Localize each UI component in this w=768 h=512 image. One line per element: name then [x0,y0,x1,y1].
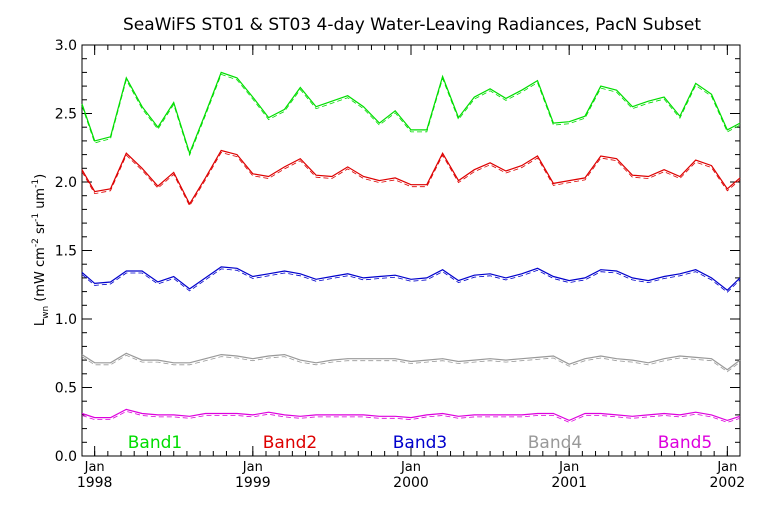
series-lines [81,71,741,423]
x-tick-month: Jan [242,460,263,475]
y-tick-label: 2.5 [55,107,77,123]
x-tick-year: 1999 [235,475,271,491]
y-tick-label: 1.5 [55,244,77,260]
legend-item-band1: Band1 [128,433,182,453]
legend-item-band5: Band5 [658,433,712,453]
x-tick-year: 2002 [710,475,746,491]
series-line-dashed-band1 [81,73,741,157]
x-tick-year: 2000 [393,475,429,491]
y-label-main: L [33,318,48,326]
y-axis: 0.0 0.5 1.0 1.5 2.0 2.5 3.0 [55,38,740,465]
y-label-sub: wn [41,306,51,319]
x-tick-year: 2001 [551,475,587,491]
legend: Band1 Band2 Band3 Band4 Band5 [128,433,712,453]
legend-item-band4: Band4 [528,433,582,453]
x-tick-month: Jan [558,460,579,475]
series-line-dashed-band5 [81,410,741,423]
series-line-band2 [81,149,741,206]
y-tick-label: 3.0 [55,38,77,54]
x-tick-year: 1998 [77,475,113,491]
y-tick-label: 1.0 [55,312,77,328]
series-line-dashed-band3 [81,268,741,293]
series-line-band3 [81,266,741,291]
series-line-dashed-band2 [81,152,741,207]
series-line-band4 [81,352,741,371]
plot-frame [81,44,741,457]
y-label-mid2: um [33,188,48,213]
legend-item-band3: Band3 [393,433,447,453]
x-tick-month: Jan [716,460,737,475]
y-label-units: (mW cm [33,247,48,302]
y-tick-label: 0.5 [55,381,77,397]
x-tick-month: Jan [400,460,421,475]
series-line-dashed-band4 [81,354,741,373]
y-tick-label: 0.0 [55,449,77,465]
chart-title: SeaWiFS ST01 & ST03 4-day Water-Leaving … [123,15,701,35]
y-label-close: ) [33,174,48,179]
y-label-exp3: -1 [31,179,41,188]
y-label-exp1: -2 [31,238,41,247]
plot-border [81,44,741,457]
y-label-mid: sr [33,221,48,238]
y-label-exp2: -1 [31,213,41,222]
series-line-band1 [81,71,741,155]
y-tick-label: 2.0 [55,175,77,191]
legend-item-band2: Band2 [263,433,317,453]
series-line-band5 [81,408,741,422]
y-axis-label: Lwn (mW cm-2 sr-1 um-1) [31,174,51,326]
x-tick-month: Jan [84,460,105,475]
